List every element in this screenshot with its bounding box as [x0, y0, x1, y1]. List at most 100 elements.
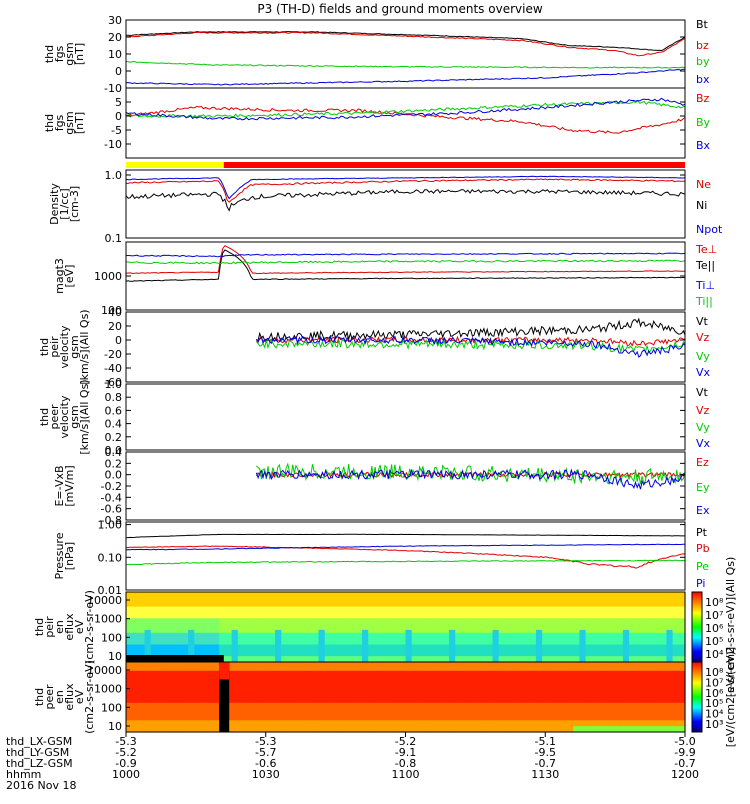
heatmap-cell	[175, 673, 183, 678]
heatmap-cell	[200, 694, 208, 698]
heatmap-cell	[666, 653, 674, 657]
heatmap-cell	[511, 714, 518, 718]
heatmap-cell	[169, 615, 177, 619]
heatmap-cell	[380, 615, 388, 619]
heatmap-cell	[666, 682, 674, 686]
heatmap-cell	[306, 594, 313, 599]
heatmap-cell	[368, 592, 375, 596]
heatmap-cell	[417, 594, 425, 599]
heatmap-cell	[219, 597, 226, 602]
heatmap-cell	[647, 627, 655, 631]
heatmap-cell	[343, 717, 351, 721]
heatmap-cell	[324, 679, 332, 683]
heatmap-cell	[672, 694, 680, 698]
heatmap-cell	[449, 609, 456, 613]
heatmap-cell	[653, 621, 661, 625]
heatmap-cell	[362, 729, 369, 733]
heatmap-cell	[337, 600, 344, 605]
heatmap-cell	[529, 618, 537, 622]
heatmap-cell	[318, 717, 326, 721]
heatmap-cell	[374, 714, 382, 718]
heatmap-cell	[473, 638, 481, 643]
heatmap-cell	[467, 629, 475, 634]
legend-Vx: Vx	[696, 437, 711, 450]
heatmap-cell	[206, 670, 214, 675]
heatmap-cell	[281, 597, 289, 602]
heatmap-cell	[126, 723, 133, 727]
heatmap-cell	[244, 729, 251, 733]
heatmap-cell	[324, 699, 332, 704]
heatmap-cell	[529, 664, 537, 669]
heatmap-cell	[200, 650, 208, 654]
heatmap-cell	[598, 659, 605, 663]
heatmap-cell	[579, 638, 587, 643]
heatmap-cell	[529, 638, 537, 643]
colorbar-tick-label: 10⁶	[705, 687, 724, 700]
heatmap-cell	[287, 688, 295, 692]
heatmap-cell	[244, 627, 251, 631]
y-tick-label: -20	[104, 348, 122, 361]
heatmap-cell	[169, 597, 177, 602]
heatmap-cell	[622, 705, 630, 710]
heatmap-cell	[287, 621, 295, 625]
heatmap-cell	[163, 603, 171, 608]
heatmap-cell	[374, 621, 382, 625]
series-bz	[126, 31, 686, 57]
heatmap-cell	[150, 618, 158, 622]
heatmap-cell	[548, 606, 556, 611]
heatmap-cell	[579, 600, 587, 605]
heatmap-cell	[362, 714, 369, 718]
heatmap-cell	[622, 644, 630, 648]
heatmap-cell	[554, 726, 562, 730]
heatmap-cell	[231, 627, 239, 631]
heatmap-cell	[331, 606, 338, 611]
heatmap-cell	[436, 691, 444, 695]
heatmap-cell	[629, 597, 636, 602]
heatmap-cell	[604, 662, 612, 666]
y-axis-label-line: gsm	[63, 111, 76, 134]
heatmap-cell	[275, 691, 282, 695]
heatmap-cell	[455, 673, 462, 678]
heatmap-cell	[169, 717, 177, 721]
heatmap-cell	[126, 708, 133, 713]
heatmap-cell	[349, 609, 357, 613]
heatmap-cell	[604, 618, 612, 622]
heatmap-cell	[455, 723, 462, 727]
heatmap-cell	[660, 676, 667, 681]
heatmap-cell	[368, 717, 375, 721]
heatmap-cell	[641, 682, 649, 686]
heatmap-cell	[144, 667, 152, 672]
heatmap-cell	[206, 708, 214, 713]
heatmap-cell	[331, 650, 338, 654]
heatmap-cell	[268, 650, 276, 654]
heatmap-cell	[250, 720, 257, 724]
heatmap-cell	[504, 667, 512, 672]
y-tick-label: 20	[108, 31, 122, 44]
heatmap-cell	[424, 717, 431, 721]
heatmap-cell	[175, 603, 183, 608]
heatmap-cell	[616, 656, 624, 660]
heatmap-cell	[368, 699, 375, 704]
heatmap-cell	[424, 682, 431, 686]
heatmap-cell	[213, 621, 220, 625]
heatmap-cell	[132, 647, 139, 651]
heatmap-cell	[598, 603, 605, 608]
heatmap-cell	[672, 662, 680, 666]
heatmap-cell	[293, 699, 301, 704]
heatmap-cell	[579, 679, 587, 683]
heatmap-cell	[181, 694, 189, 698]
heatmap-cell	[275, 632, 282, 637]
heatmap-cell	[436, 641, 444, 646]
heatmap-cell	[498, 615, 506, 619]
heatmap-cell	[331, 653, 338, 657]
heatmap-cell	[542, 644, 549, 648]
heatmap-cell	[542, 664, 549, 669]
heatmap-cell	[591, 702, 599, 707]
heatmap-cell	[616, 682, 624, 686]
heatmap-cell	[461, 653, 469, 657]
heatmap-cell	[511, 621, 518, 625]
heatmap-cell	[355, 673, 363, 678]
heatmap-cell	[393, 603, 400, 608]
heatmap-cell	[281, 603, 289, 608]
heatmap-cell	[374, 685, 382, 689]
